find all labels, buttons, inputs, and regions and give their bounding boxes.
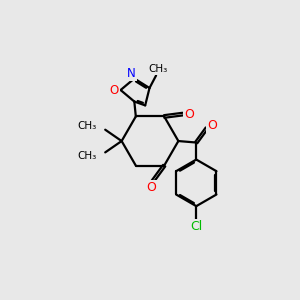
Text: N: N (127, 67, 136, 80)
Text: CH₃: CH₃ (148, 64, 167, 74)
Text: O: O (147, 181, 157, 194)
Text: O: O (207, 119, 217, 132)
Text: CH₃: CH₃ (78, 151, 97, 161)
Text: O: O (110, 83, 119, 97)
Text: CH₃: CH₃ (78, 121, 97, 131)
Text: O: O (184, 108, 194, 121)
Text: Cl: Cl (190, 220, 202, 232)
